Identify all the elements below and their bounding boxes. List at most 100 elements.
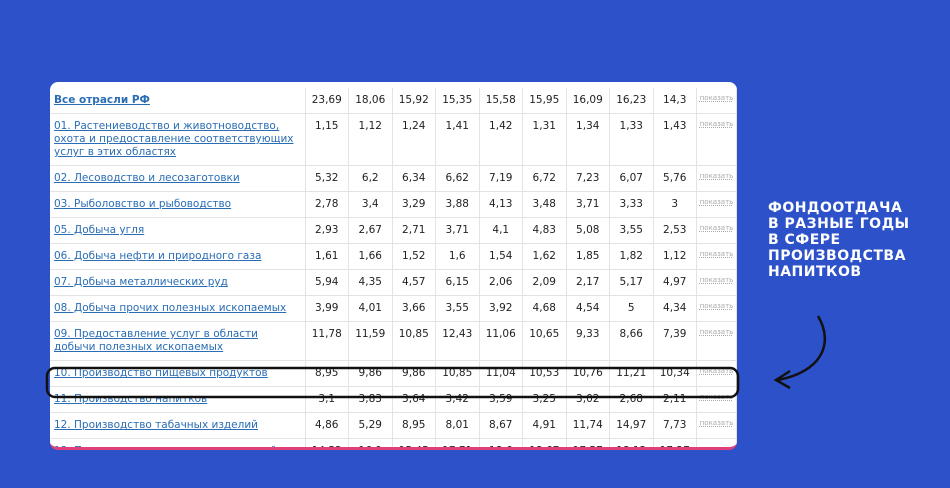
cell: 6,2 [348, 165, 393, 192]
cell: 17,27 [653, 438, 697, 447]
cell: 15,45 [392, 438, 436, 447]
cell: 2,67 [348, 217, 393, 244]
show-link[interactable]: показать [696, 243, 737, 270]
cell: 3,55 [609, 217, 654, 244]
cell: 1,85 [566, 243, 610, 270]
row-label[interactable]: 08. Добыча прочих полезных ископаемых [50, 295, 306, 322]
cell: 15,92 [392, 88, 436, 114]
show-link[interactable]: показать [696, 113, 737, 166]
row-label[interactable]: 03. Рыболовство и рыбоводство [50, 191, 306, 218]
table-row: 05. Добыча угля 2,93 2,67 2,71 3,71 4,1 4,83 5,… [50, 217, 737, 244]
cell: 5,17 [609, 269, 654, 296]
row-label[interactable]: 05. Добыча угля [50, 217, 306, 244]
table-card: Все отрасли РФ 23,69 18,06 15,92 15,35 15,58 1… [50, 82, 737, 450]
cell: 6,15 [435, 269, 480, 296]
cell: 10,34 [653, 360, 697, 387]
cell: 8,95 [305, 360, 349, 387]
cell: 1,31 [522, 113, 567, 166]
cell: 6,34 [392, 165, 436, 192]
cell: 3,4 [348, 191, 393, 218]
row-label[interactable]: 10. Производство пищевых продуктов [50, 360, 306, 387]
show-link[interactable]: показать [696, 217, 737, 244]
row-label[interactable]: 02. Лесоводство и лесозаготовки [50, 165, 306, 192]
annotation: Фондоотдача в разные годы в сфере производс… [768, 200, 910, 280]
show-link[interactable]: показать [696, 438, 737, 447]
cell: 8,95 [392, 412, 436, 439]
row-label[interactable]: 12. Производство табачных изделий [50, 412, 306, 439]
cell: 8,01 [435, 412, 480, 439]
annotation-line: Фондоотдача [768, 200, 903, 216]
cell: 5,08 [566, 217, 610, 244]
cell: 3,92 [479, 295, 523, 322]
cell: 3,99 [305, 295, 349, 322]
show-link[interactable]: показать [696, 165, 737, 192]
table-row: 06. Добыча нефти и природного газа 1,61 1,… [50, 243, 737, 270]
cell: 1,52 [392, 243, 436, 270]
annotation-line: производства [768, 248, 906, 264]
cell: 3 [653, 191, 697, 218]
cell: 12,43 [435, 321, 480, 361]
table-row: 09. Предоставление услуг в области добыч… [50, 321, 737, 361]
cell: 5,76 [653, 165, 697, 192]
cell: 7,73 [653, 412, 697, 439]
table-row: 10. Производство пищевых продуктов 8,95 9,… [50, 360, 737, 387]
cell: 3,02 [566, 386, 610, 413]
show-link[interactable]: показать [696, 88, 737, 114]
cell: 7,23 [566, 165, 610, 192]
cell: 10,85 [392, 321, 436, 361]
cell: 14,97 [609, 412, 654, 439]
table-row: 07. Добыча металлических руд 5,94 4,35 4,57… [50, 269, 737, 296]
cell: 3,71 [435, 217, 480, 244]
cell: 3,33 [609, 191, 654, 218]
show-link[interactable]: показать [696, 191, 737, 218]
cell: 17,71 [435, 438, 480, 447]
cell: 8,66 [609, 321, 654, 361]
show-link[interactable]: показать [696, 412, 737, 439]
cell: 16,23 [609, 88, 654, 114]
row-label[interactable]: 13. Производство текстильных изделий [50, 438, 306, 447]
table-row: 01. Растениеводство и животноводство, ох… [50, 113, 737, 166]
cell: 4,13 [479, 191, 523, 218]
cell: 4,1 [479, 217, 523, 244]
cell: 11,78 [305, 321, 349, 361]
row-label[interactable]: 09. Предоставление услуг в области добыч… [50, 321, 306, 361]
cell: 4,54 [566, 295, 610, 322]
annotation-line: в сфере [768, 232, 841, 248]
cell: 1,43 [653, 113, 697, 166]
cell: 4,97 [653, 269, 697, 296]
table-row: 11. Производство напитков 3,1 3,83 3,64 3,42… [50, 386, 737, 413]
cell: 4,68 [522, 295, 567, 322]
row-label[interactable]: 01. Растениеводство и животноводство, ох… [50, 113, 306, 166]
cell: 10,65 [522, 321, 567, 361]
show-link[interactable]: показать [696, 269, 737, 296]
cell: 1,6 [435, 243, 480, 270]
cell: 1,61 [305, 243, 349, 270]
row-label[interactable]: Все отрасли РФ [50, 88, 306, 114]
show-link[interactable]: показать [696, 360, 737, 387]
cell: 2,17 [566, 269, 610, 296]
cell: 17,57 [566, 438, 610, 447]
cell: 2,71 [392, 217, 436, 244]
cell: 14,3 [653, 88, 697, 114]
cell: 3,71 [566, 191, 610, 218]
cell: 18,6 [479, 438, 523, 447]
table-row: 08. Добыча прочих полезных ископаемых 3,9… [50, 295, 737, 322]
cell: 4,01 [348, 295, 393, 322]
table-row: 02. Лесоводство и лесозаготовки 5,32 6,2 6,… [50, 165, 737, 192]
cell: 4,91 [522, 412, 567, 439]
show-link[interactable]: показать [696, 321, 737, 361]
table-row: Все отрасли РФ 23,69 18,06 15,92 15,35 15,58 1… [50, 88, 737, 114]
cell: 7,19 [479, 165, 523, 192]
row-label[interactable]: 06. Добыча нефти и природного газа [50, 243, 306, 270]
cell: 1,24 [392, 113, 436, 166]
cell: 11,04 [479, 360, 523, 387]
cell: 9,33 [566, 321, 610, 361]
cell: 5 [609, 295, 654, 322]
cell: 4,57 [392, 269, 436, 296]
cell: 11,21 [609, 360, 654, 387]
cell: 2,09 [522, 269, 567, 296]
show-link[interactable]: показать [696, 295, 737, 322]
row-label[interactable]: 07. Добыча металлических руд [50, 269, 306, 296]
cell: 3,25 [522, 386, 567, 413]
